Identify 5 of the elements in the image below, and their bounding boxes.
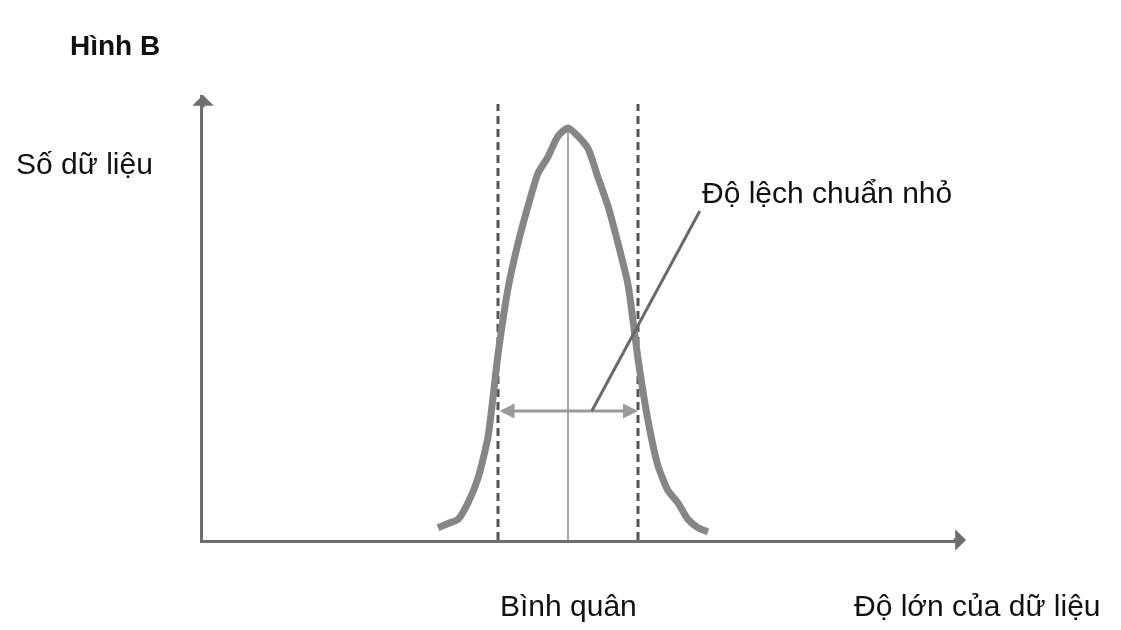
text: Bình quân	[500, 589, 637, 622]
chart-title: Hình B	[70, 29, 161, 61]
annotation: Độ lệch chuẩn nhỏ	[702, 176, 953, 209]
y-axis-title: Số dữ liệu	[16, 147, 153, 180]
x-axis-title: Độ lớn của dữ liệu	[854, 589, 1101, 622]
